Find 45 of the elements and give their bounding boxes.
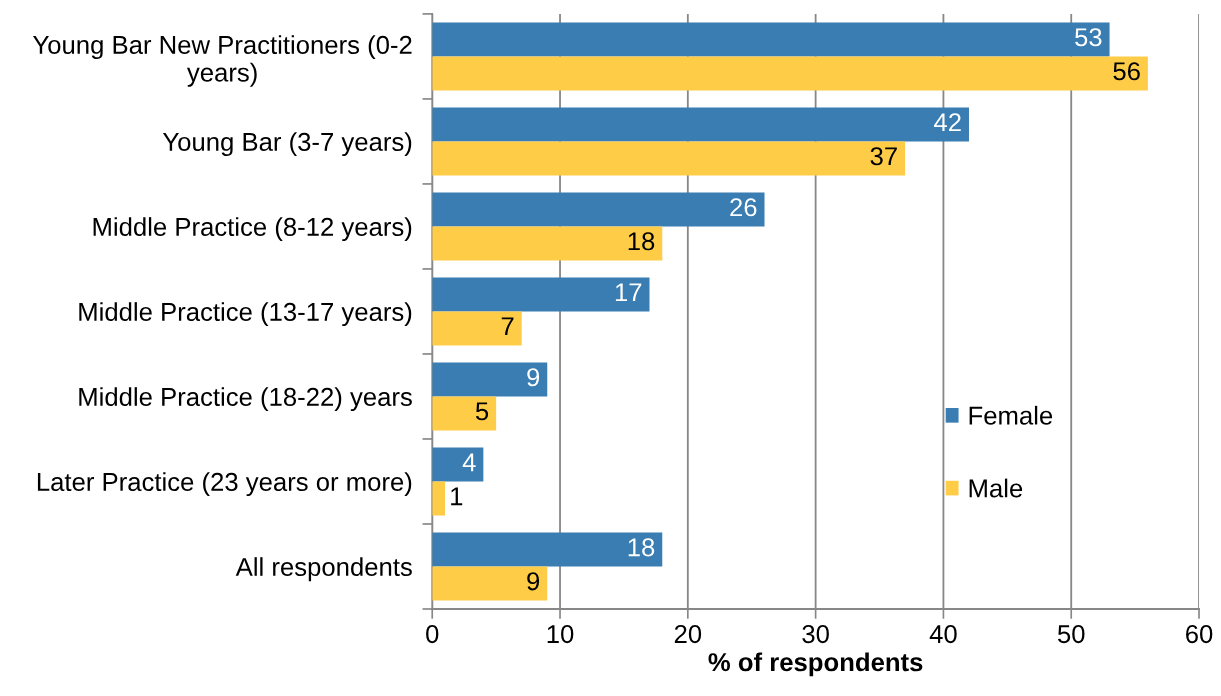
y-tick-label: Young Bar (3-7 years) — [162, 132, 412, 157]
x-tick-label: 0 — [426, 624, 439, 644]
data-label: 56 — [1113, 62, 1140, 81]
y-tick-label: Middle Practice (13-17 years) — [79, 302, 412, 327]
y-tick-label: Young Bar New Practitioners (0-2 years) — [32, 35, 412, 87]
bar — [432, 141, 906, 176]
bar — [432, 447, 484, 482]
data-label: 9 — [527, 572, 540, 591]
data-label: 17 — [615, 283, 642, 302]
x-axis-title: % of respondents — [708, 652, 923, 677]
x-tick-label: 40 — [929, 624, 957, 644]
x-tick-label: 10 — [547, 624, 574, 644]
bar — [432, 22, 1110, 57]
bar — [432, 311, 522, 346]
bar — [432, 362, 548, 397]
data-label: 37 — [870, 147, 897, 166]
y-tick-label: Middle Practice (18-22) years — [79, 387, 412, 412]
x-tick-label: 20 — [674, 624, 702, 644]
data-label: 7 — [501, 317, 514, 336]
bar — [432, 192, 765, 227]
bar — [432, 532, 663, 567]
data-label: 9 — [527, 368, 540, 387]
y-tick-label: Middle Practice (8-12 years) — [93, 217, 412, 242]
data-label: 26 — [730, 198, 757, 217]
legend-label: Male — [969, 478, 1023, 498]
data-label: 18 — [628, 538, 655, 557]
bar — [432, 56, 1148, 91]
bar — [432, 277, 650, 312]
data-label: 18 — [628, 232, 655, 251]
bar — [432, 481, 446, 516]
x-tick-label: 60 — [1186, 624, 1213, 644]
bar — [432, 566, 548, 601]
data-label: 53 — [1075, 28, 1102, 47]
y-tick-label: All respondents — [235, 557, 412, 582]
data-label: 4 — [462, 453, 476, 472]
x-tick-label: 50 — [1057, 624, 1085, 644]
data-label: 1 — [451, 487, 463, 506]
bar — [432, 396, 497, 431]
data-label: 5 — [475, 402, 489, 421]
legend-label: Female — [969, 405, 1053, 425]
bar — [432, 107, 969, 142]
data-label: 42 — [934, 113, 961, 132]
x-tick-label: 30 — [802, 624, 829, 644]
y-tick-label: Later Practice (23 years or more) — [37, 472, 412, 497]
bar — [432, 226, 663, 261]
